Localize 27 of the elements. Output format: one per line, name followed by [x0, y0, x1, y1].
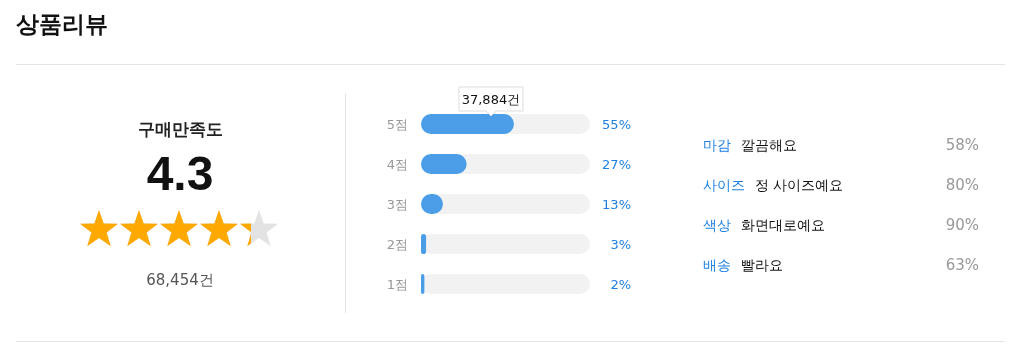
text: 상품리뷰 — [16, 11, 108, 37]
text: 화면대로예요 — [741, 217, 825, 233]
data-label: 2% — [610, 277, 631, 292]
annotation: 37,884건 — [461, 92, 521, 107]
y-tick-label: 3점 — [386, 197, 408, 212]
y-tick-label: 1점 — [386, 277, 408, 292]
text: 정 사이즈예요 — [755, 177, 844, 193]
data-label: 13% — [602, 197, 631, 212]
text: 68,454건 — [146, 271, 214, 289]
text: 구매만족도 — [137, 119, 223, 139]
text: 80% — [945, 176, 979, 194]
text: 90% — [945, 216, 979, 234]
data-label: 55% — [602, 117, 631, 132]
data-label: 27% — [602, 157, 631, 172]
y-tick-label: 5점 — [386, 117, 408, 132]
data-label: 3% — [610, 237, 631, 252]
text: 63% — [945, 256, 979, 274]
text: 4.3 — [146, 147, 214, 200]
category-label: 마감 — [703, 137, 731, 153]
text: 빨라요 — [741, 257, 783, 273]
category-label: 색상 — [703, 217, 731, 233]
category-label: 배송 — [703, 257, 731, 273]
y-tick-label: 4점 — [386, 157, 408, 172]
text: 58% — [945, 136, 979, 154]
y-tick-label: 2점 — [386, 237, 408, 252]
category-label: 사이즈 — [703, 177, 745, 193]
text: 깔끔해요 — [741, 137, 797, 153]
